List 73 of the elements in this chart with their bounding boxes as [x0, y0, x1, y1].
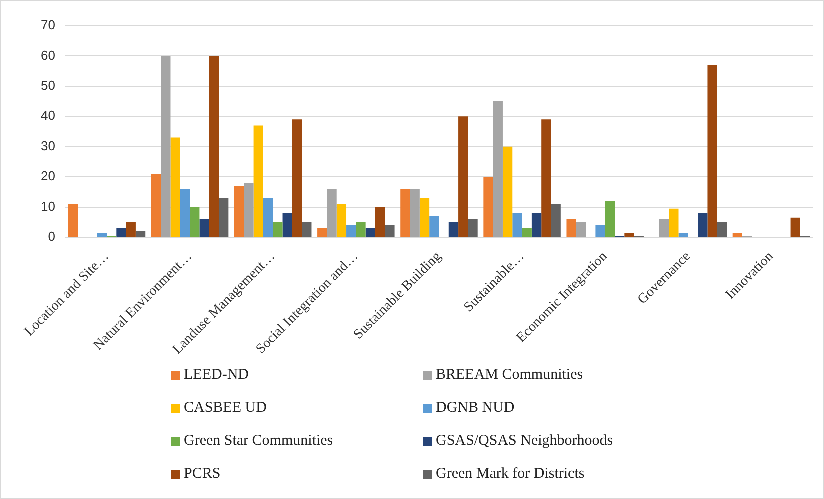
bar	[659, 219, 670, 238]
bar	[512, 213, 522, 238]
bar	[282, 213, 292, 238]
y-tick-label: 40	[40, 108, 56, 124]
bar	[542, 120, 552, 238]
bar	[126, 222, 136, 238]
bar	[484, 177, 494, 238]
bar	[493, 102, 503, 238]
bar	[346, 225, 356, 238]
bar	[732, 233, 743, 238]
legend-label: Green Star Communities	[183, 432, 334, 451]
bar	[708, 65, 718, 238]
y-tick-label: 30	[40, 138, 56, 154]
bar	[68, 204, 78, 238]
legend-label: LEED-ND	[183, 366, 250, 385]
bar	[522, 228, 532, 238]
bar	[400, 189, 410, 238]
bar	[356, 222, 366, 238]
bar	[605, 201, 616, 238]
bar	[532, 213, 542, 238]
bar	[669, 208, 679, 238]
legend-label: PCRS	[183, 465, 222, 484]
legend-label: CASBEE UD	[183, 399, 268, 418]
bar	[219, 198, 229, 238]
bar	[410, 189, 420, 238]
bar	[551, 204, 561, 238]
bar	[420, 198, 430, 238]
y-tick-label: 50	[40, 78, 56, 94]
bar	[576, 222, 586, 238]
bar	[170, 138, 180, 238]
y-tick-label: 0	[48, 229, 56, 244]
bar	[375, 207, 386, 238]
bar	[190, 207, 200, 238]
bar	[678, 233, 688, 238]
bar	[97, 233, 107, 238]
bar	[566, 219, 576, 238]
bar	[263, 198, 274, 238]
bar	[180, 189, 190, 238]
bar	[458, 116, 468, 238]
bar	[430, 216, 440, 238]
bar	[273, 222, 283, 238]
bar	[366, 228, 376, 238]
bar	[234, 186, 244, 238]
legend-label: GSAS/QSAS Neighborhoods	[435, 432, 614, 451]
y-tick-label: 60	[40, 48, 56, 63]
bar	[624, 233, 634, 238]
bar	[385, 225, 395, 238]
y-tick-label: 10	[40, 198, 56, 214]
bar	[327, 189, 337, 238]
bar	[116, 228, 126, 238]
bar	[151, 174, 162, 238]
bar	[254, 126, 264, 238]
bar	[448, 222, 459, 238]
bar	[318, 228, 328, 238]
y-tick-label: 20	[40, 168, 56, 184]
bar	[790, 218, 800, 238]
bar	[502, 146, 513, 238]
bar	[292, 120, 302, 238]
legend-label: DGNB NUD	[435, 399, 516, 418]
legend-label: Green Mark for Districts	[435, 465, 586, 484]
y-tick-label: 70	[40, 18, 56, 33]
legend-label: BREEAM Communities	[435, 366, 584, 385]
bar	[200, 219, 210, 238]
bar	[136, 231, 146, 238]
bar	[161, 56, 171, 238]
bar	[698, 213, 708, 238]
bar	[209, 56, 220, 238]
bar	[468, 219, 478, 238]
bar	[244, 183, 254, 238]
bar	[302, 222, 312, 238]
bar	[336, 204, 347, 238]
bar	[596, 225, 606, 238]
bar	[717, 222, 728, 238]
